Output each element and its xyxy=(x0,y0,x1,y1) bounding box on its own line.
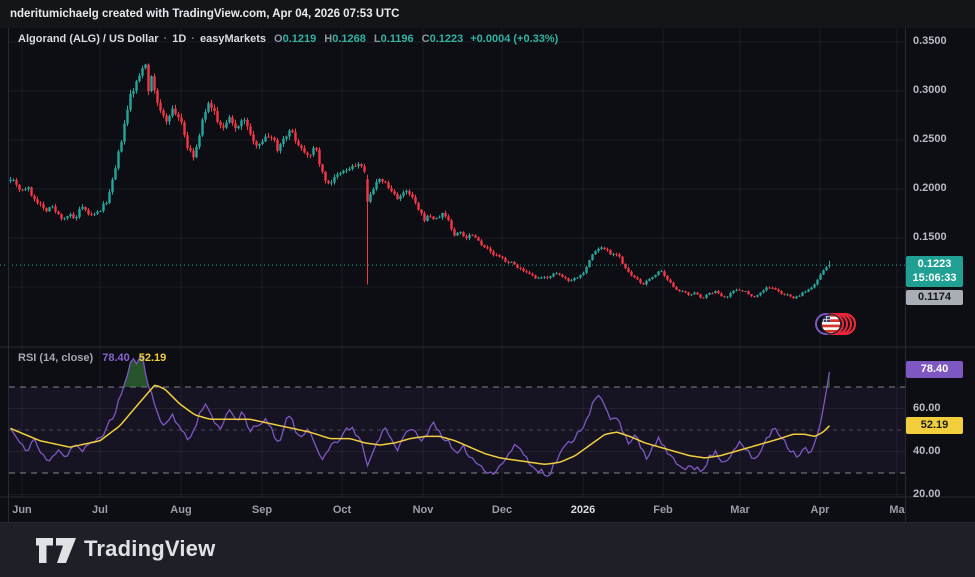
attribution-text: nderitumichaelg created with TradingView… xyxy=(10,8,399,20)
time-tick-label: Mar xyxy=(718,504,762,516)
symbol-legend: Algorand (ALG) / US Dollar · 1D · easyMarket… xyxy=(18,33,558,45)
us-flag-event-marker-icon[interactable] xyxy=(816,314,855,334)
chart-widget: Algorand (ALG) / US Dollar · 1D · easyMarket… xyxy=(0,28,975,523)
time-tick-label: Ma xyxy=(875,504,919,516)
candlestick-series xyxy=(9,63,830,299)
exchange-label: easyMarkets xyxy=(200,33,266,45)
close-value: 0.1223 xyxy=(430,33,464,45)
time-tick-label: 2026 xyxy=(561,504,605,516)
legend-separator-2: · xyxy=(191,33,195,45)
time-tick-label: Sep xyxy=(240,504,284,516)
rsi-params: (14, close) xyxy=(39,352,93,364)
time-tick-label: Nov xyxy=(401,504,445,516)
snapshot-attribution-bar: nderitumichaelg created with TradingView… xyxy=(0,0,975,28)
rsi-value-badge: 78.40 xyxy=(906,361,963,378)
price-tick-label: 0.3500 xyxy=(913,35,947,47)
rsi-ma-badge-value: 52.19 xyxy=(906,418,963,432)
footer-bar: TradingView xyxy=(0,523,975,577)
low-letter: L xyxy=(374,33,381,45)
last-price-badge: 0.1223 15:06:33 xyxy=(906,256,963,287)
time-tick-label: Aug xyxy=(159,504,203,516)
prev-price-value: 0.1174 xyxy=(906,290,963,304)
bar-countdown: 15:06:33 xyxy=(906,271,963,285)
rsi-badge-value: 78.40 xyxy=(906,362,963,376)
chart-canvas[interactable] xyxy=(0,28,975,523)
rsi-tick-label: 20.00 xyxy=(913,488,941,500)
time-tick-label: Feb xyxy=(641,504,685,516)
time-tick-label: Dec xyxy=(480,504,524,516)
rsi-tick-label: 40.00 xyxy=(913,445,941,457)
rsi-tick-label: 60.00 xyxy=(913,402,941,414)
open-value: 0.1219 xyxy=(283,33,317,45)
interval-label[interactable]: 1D xyxy=(172,33,186,45)
high-letter: H xyxy=(324,33,332,45)
price-tick-label: 0.1500 xyxy=(913,231,947,243)
tradingview-snapshot: nderitumichaelg created with TradingView… xyxy=(0,0,975,577)
low-value: 0.1196 xyxy=(381,33,414,45)
tradingview-wordmark[interactable]: TradingView xyxy=(84,536,215,562)
time-tick-label: Apr xyxy=(798,504,842,516)
high-value: 0.1268 xyxy=(332,33,366,45)
rsi-value: 78.40 xyxy=(102,352,130,364)
symbol-name[interactable]: Algorand (ALG) / US Dollar xyxy=(18,33,159,45)
legend-separator: · xyxy=(164,33,168,45)
price-tick-label: 0.3000 xyxy=(913,84,947,96)
open-letter: O xyxy=(274,33,283,45)
rsi-legend: RSI (14, close) 78.40 52.19 xyxy=(18,352,166,364)
change-value: +0.0004 (+0.33%) xyxy=(470,33,558,45)
close-letter: C xyxy=(422,33,430,45)
rsi-ma-value: 52.19 xyxy=(139,352,167,364)
rsi-ma-badge: 52.19 xyxy=(906,417,963,434)
time-tick-label: Jul xyxy=(78,504,122,516)
rsi-title[interactable]: RSI xyxy=(18,352,36,364)
tradingview-logo-icon[interactable] xyxy=(36,538,78,564)
price-tick-label: 0.2500 xyxy=(913,133,947,145)
time-tick-label: Jun xyxy=(0,504,44,516)
last-price-value: 0.1223 xyxy=(906,257,963,271)
time-tick-label: Oct xyxy=(320,504,364,516)
prev-price-badge: 0.1174 xyxy=(906,290,963,305)
price-tick-label: 0.2000 xyxy=(913,182,947,194)
